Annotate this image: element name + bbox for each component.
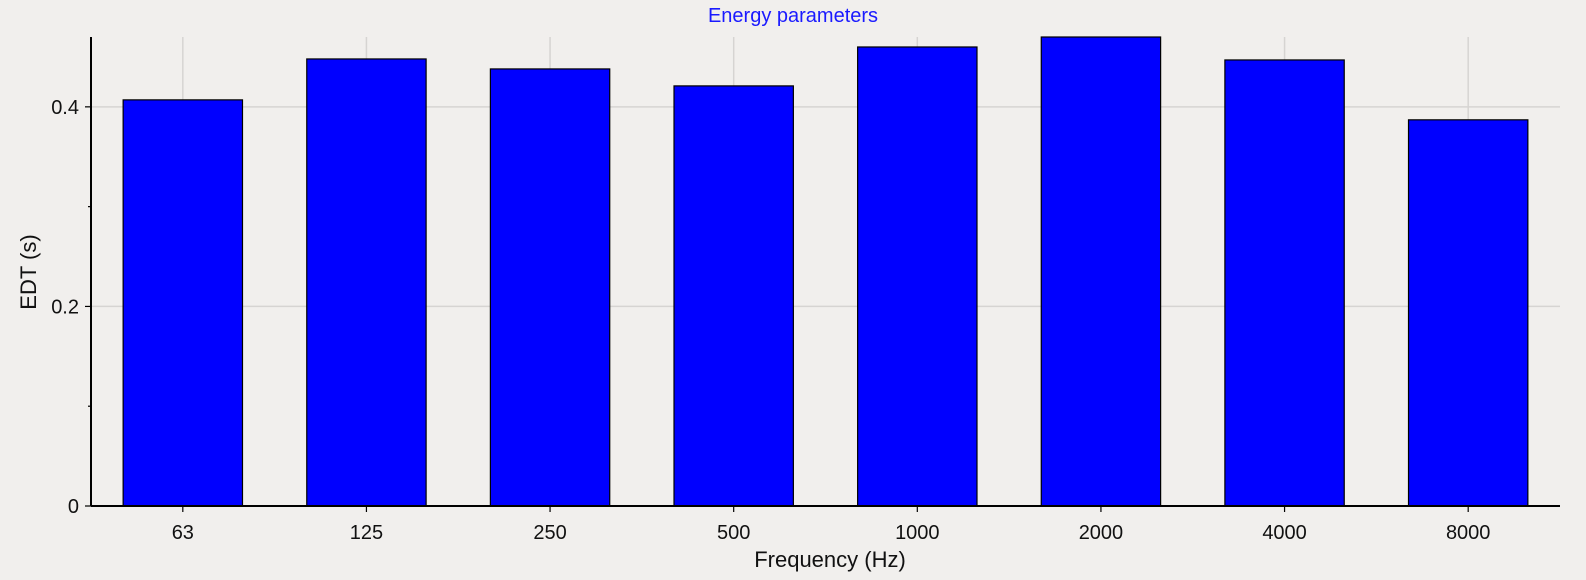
y-tick-label: 0.2	[51, 296, 79, 318]
y-tick-label: 0.4	[51, 97, 79, 119]
x-tick-label: 4000	[1262, 522, 1307, 544]
x-tick-label: 8000	[1446, 522, 1491, 544]
x-tick-label: 1000	[895, 522, 940, 544]
bar-500	[673, 85, 794, 507]
bar-4000	[1224, 59, 1345, 507]
bar-8000	[1407, 119, 1529, 507]
ticks-layer: 0 0.2 0.4 63 125 250 500 1000 2000 4000 8000	[51, 97, 1490, 544]
y-axis-label: EDT (s)	[16, 234, 41, 309]
axes-layer	[90, 37, 1560, 507]
x-tick-label: 250	[533, 522, 566, 544]
bar-250	[489, 68, 611, 507]
x-tick-label: 2000	[1079, 522, 1124, 544]
x-tick-label: 125	[350, 522, 383, 544]
bar-63	[122, 99, 244, 507]
chart-title: Energy parameters	[708, 5, 878, 27]
x-tick-label: 63	[172, 522, 194, 544]
x-tick-label: 500	[717, 522, 750, 544]
x-axis-label: Frequency (Hz)	[754, 547, 906, 572]
y-tick-label: 0	[68, 496, 79, 518]
bar-2000	[1040, 36, 1162, 507]
bar-125	[306, 58, 427, 507]
bar-1000	[857, 46, 978, 507]
